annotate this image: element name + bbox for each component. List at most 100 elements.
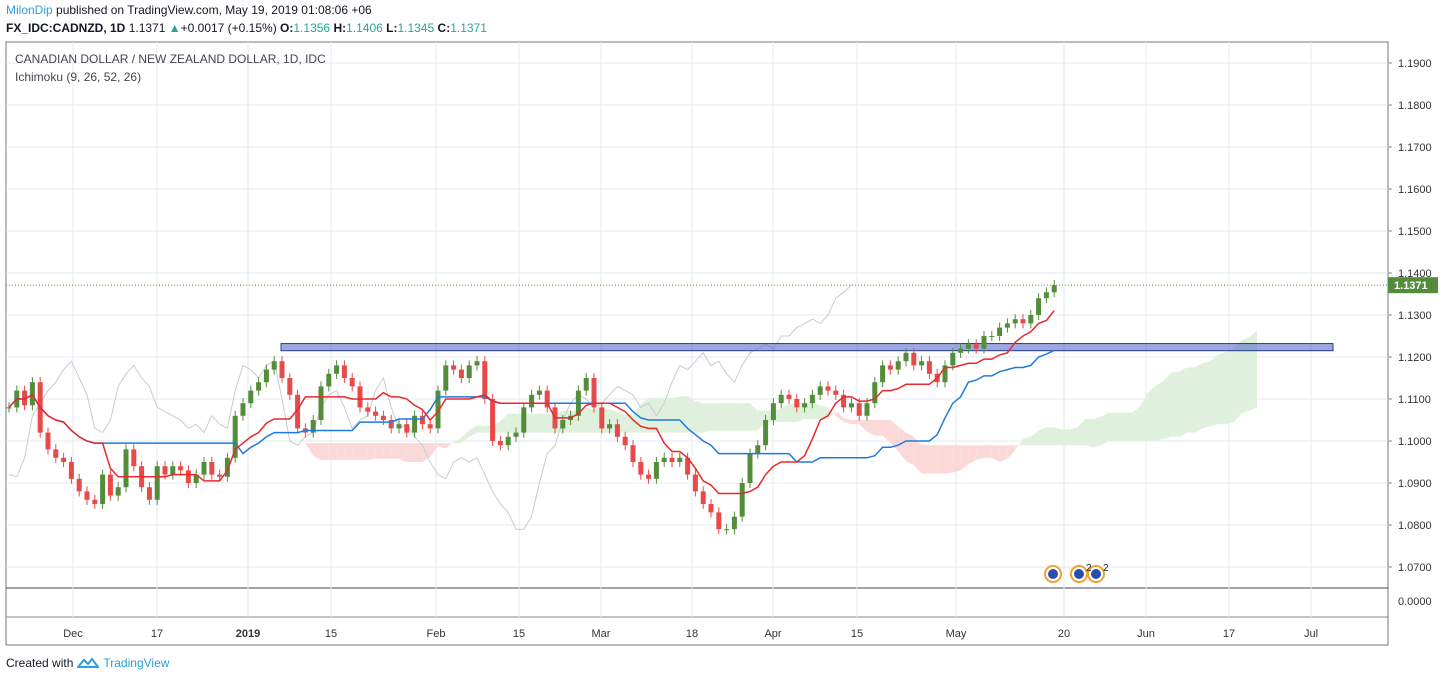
candle-body-up (1051, 285, 1057, 293)
cloud-segment-bear (336, 443, 345, 460)
candle-body-up (100, 474, 106, 504)
candle-body-up (997, 327, 1003, 336)
cloud-segment-bear (874, 420, 883, 436)
candle-body-down (786, 394, 792, 399)
up-arrow-icon: ▲ (168, 21, 181, 35)
candle-body-up (232, 415, 238, 458)
candle-body-down (22, 390, 28, 406)
candle-body-up (466, 365, 472, 378)
price-tick-label: 1.1200 (1398, 352, 1432, 364)
cloud-segment-bull (726, 403, 735, 431)
candle-body-up (536, 390, 542, 395)
indicator-legend[interactable]: Ichimoku (9, 26, 52, 26) (15, 70, 142, 84)
cloud-segment-bull (1108, 412, 1117, 441)
candle-body-up (154, 466, 160, 500)
candle-body-up (958, 348, 964, 353)
time-tick-label: 15 (325, 628, 337, 640)
flag-icon (1091, 569, 1101, 579)
candle-body-down (630, 445, 636, 462)
candle-body-up (989, 336, 995, 337)
cloud-segment-bear (921, 445, 930, 474)
candle-body-up (802, 403, 808, 408)
cloud-segment-bull (1179, 367, 1187, 437)
cloud-segment-bull (1046, 427, 1055, 446)
candle-body-up (817, 386, 823, 395)
candle-body-up (747, 453, 753, 483)
cloud-segment-bear (328, 443, 337, 460)
cloud-segment-bull (453, 437, 462, 444)
time-tick-label: 15 (513, 628, 525, 640)
cloud-segment-bear (414, 443, 423, 462)
cloud-segment-bull (1186, 367, 1195, 433)
candle-body-up (521, 407, 527, 433)
cloud-segment-bear (383, 443, 392, 459)
price-tick-label: 1.1000 (1398, 436, 1432, 448)
candle-body-down (76, 478, 82, 492)
candle-body-up (677, 457, 683, 462)
candle-body-down (887, 365, 893, 370)
candle-body-up (1004, 323, 1010, 328)
candle-body-down (380, 415, 386, 420)
candle-body-up (724, 529, 730, 531)
author-link[interactable]: MilonDip (6, 3, 53, 17)
candle-body-up (661, 457, 667, 462)
cloud-segment-bear (976, 445, 984, 460)
time-tick-label: May (946, 628, 967, 640)
candle-body-down (92, 499, 98, 504)
candle-body-up (193, 474, 199, 483)
created-with-label: Created with (6, 656, 74, 670)
flag-icon (1048, 569, 1058, 579)
candle-body-down (287, 378, 293, 395)
candle-body-down (622, 436, 628, 446)
cloud-segment-bull (750, 403, 758, 431)
candle-body-down (295, 394, 301, 429)
cloud-segment-bull (711, 403, 719, 431)
cloud-segment-bear (430, 443, 438, 457)
time-tick-label: Apr (764, 628, 781, 640)
cloud-segment-bull (1249, 330, 1257, 411)
candle-body-down (388, 420, 394, 429)
candle-body-down (404, 424, 410, 433)
cloud-segment-bull (648, 397, 657, 433)
cloud-segment-bull (586, 407, 594, 433)
cloud-segment-bull (812, 403, 821, 419)
candle-body-up (443, 365, 449, 391)
cloud-segment-bear (859, 420, 867, 432)
price-tick-label: 1.1100 (1398, 394, 1431, 406)
cloud-segment-bear (991, 445, 1000, 462)
cloud-segment-bear (999, 445, 1008, 462)
cloud-segment-bull (687, 395, 696, 433)
candle-body-up (1028, 315, 1034, 324)
open-label: O: (280, 21, 294, 35)
candle-body-up (607, 424, 613, 429)
publish-line: MilonDip published on TradingView.com, M… (6, 3, 372, 17)
candle-body-down (685, 457, 691, 475)
cloud-segment-bear (305, 443, 314, 456)
publish-info: published on TradingView.com, May 19, 20… (56, 3, 372, 17)
candle-body-down (53, 449, 59, 458)
cloud-segment-bear (406, 443, 415, 462)
candle-body-down (646, 474, 652, 479)
tradingview-brand[interactable]: TradingView (103, 656, 170, 670)
candle-body-down (708, 504, 714, 513)
cloud-segment-bull (828, 407, 836, 419)
candle-body-up (903, 352, 909, 362)
cloud-segment-bear (321, 443, 329, 460)
cloud-segment-bull (1023, 436, 1031, 446)
candle-body-down (419, 415, 425, 425)
cloud-segment-bull (1233, 340, 1242, 423)
cloud-segment-bull (1116, 412, 1125, 441)
time-tick-label: 18 (686, 628, 698, 640)
footer: Created with TradingView (6, 656, 169, 670)
candle-body-down (794, 399, 800, 408)
candle-body-up (224, 457, 230, 477)
cloud-segment-bear (960, 445, 969, 471)
candle-body-down (1020, 319, 1026, 324)
candle-body-down (45, 432, 51, 450)
candle-body-up (809, 394, 815, 404)
time-tick-label: 15 (851, 628, 863, 640)
candle-body-up (950, 352, 956, 366)
candle-body-down (692, 474, 698, 492)
price-tick-label: 1.0700 (1398, 562, 1432, 574)
